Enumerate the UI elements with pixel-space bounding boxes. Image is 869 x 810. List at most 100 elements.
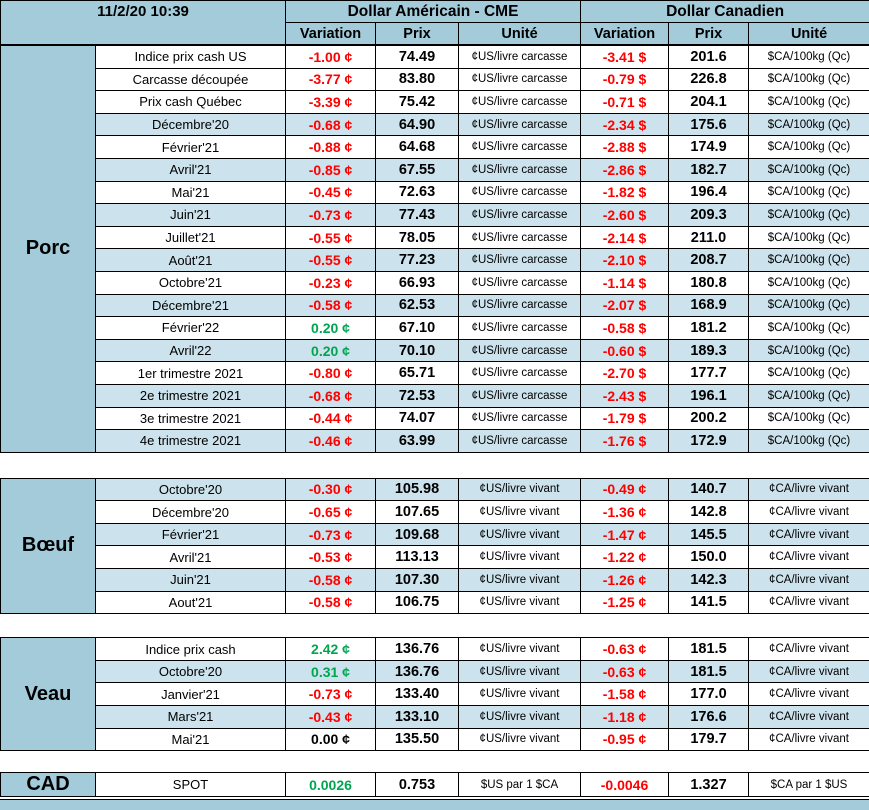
ca-variation-cell: -1.36 ¢ bbox=[580, 500, 669, 524]
table-row: Avril'22 0.20 ¢ 70.10 ¢US/livre carcasse -0.… bbox=[1, 338, 869, 363]
ca-variation-cell: -1.79 $ bbox=[580, 406, 669, 431]
ca-price-cell: 140.7 bbox=[668, 477, 749, 502]
us-variation-cell: -0.73 ¢ bbox=[285, 203, 376, 227]
us-price-cell: 62.53 bbox=[375, 293, 459, 318]
us-variation-cell: 0.20 ¢ bbox=[285, 316, 376, 340]
us-variation-cell: -0.68 ¢ bbox=[285, 112, 376, 137]
ca-variation-cell: -0.63 ¢ bbox=[580, 637, 669, 661]
row-label: Octobre'21 bbox=[95, 270, 286, 295]
us-price-cell: 75.42 bbox=[375, 90, 459, 114]
us-price-cell: 72.53 bbox=[375, 383, 459, 408]
ca-variation-cell: -0.63 ¢ bbox=[580, 659, 669, 684]
row-label: Octobre'20 bbox=[95, 477, 286, 502]
ca-price-cell: 201.6 bbox=[668, 45, 749, 69]
ca-variation-cell: -3.41 $ bbox=[580, 45, 669, 69]
us-variation-cell: -0.43 ¢ bbox=[285, 705, 376, 729]
row-label: Mai'21 bbox=[95, 727, 286, 752]
ca-variation-cell: -2.86 $ bbox=[580, 157, 669, 182]
ca-variation-cell: -1.18 ¢ bbox=[580, 705, 669, 729]
ca-unit-cell: $CA/100kg (Qc) bbox=[748, 157, 869, 182]
table-row: Août'21 -0.55 ¢ 77.23 ¢US/livre carcasse -2.… bbox=[1, 248, 869, 272]
table-row: Février'21 -0.88 ¢ 64.68 ¢US/livre carcasse… bbox=[1, 135, 869, 159]
us-variation-cell: -0.55 ¢ bbox=[285, 248, 376, 272]
us-variation-cell: -0.73 ¢ bbox=[285, 522, 376, 547]
ca-unit-cell: $CA/100kg (Qc) bbox=[748, 270, 869, 295]
row-label: Décembre'20 bbox=[95, 500, 286, 524]
us-price-cell: 78.05 bbox=[375, 225, 459, 250]
table-row: 4e trimestre 2021 -0.46 ¢ 63.99 ¢US/livre c… bbox=[1, 429, 869, 453]
row-label: Avril'22 bbox=[95, 338, 286, 363]
us-price-cell: 133.10 bbox=[375, 705, 459, 729]
ca-unit-cell: $CA/100kg (Qc) bbox=[748, 406, 869, 431]
row-label: Indice prix cash US bbox=[95, 45, 286, 69]
us-price-cell: 113.13 bbox=[375, 545, 459, 570]
us-price-cell: 136.76 bbox=[375, 637, 459, 661]
ca-price-cell: 196.4 bbox=[668, 180, 749, 205]
table-row: Décembre'21 -0.58 ¢ 62.53 ¢US/livre carcass… bbox=[1, 293, 869, 318]
section-table-veau: Veau Indice prix cash 2.42 ¢ 136.76 ¢US/livr… bbox=[0, 637, 869, 752]
ca-price-cell: 142.8 bbox=[668, 500, 749, 524]
row-label: Prix cash Québec bbox=[95, 90, 286, 114]
us-variation-cell: 0.31 ¢ bbox=[285, 659, 376, 684]
ca-unit-cell: $CA/100kg (Qc) bbox=[748, 248, 869, 272]
ca-price-cell: 204.1 bbox=[668, 90, 749, 114]
ca-price-cell: 211.0 bbox=[668, 225, 749, 250]
ca-unit-cell: ¢CA/livre vivant bbox=[748, 590, 869, 615]
us-variation-cell: -0.53 ¢ bbox=[285, 545, 376, 570]
us-price-cell: 106.75 bbox=[375, 590, 459, 615]
us-price-cell: 66.93 bbox=[375, 270, 459, 295]
us-unit-cell: ¢US/livre carcasse bbox=[458, 45, 581, 69]
row-label: Mars'21 bbox=[95, 705, 286, 729]
us-unit-cell: ¢US/livre vivant bbox=[458, 545, 581, 570]
row-label: Aout'21 bbox=[95, 590, 286, 615]
bottom-strip bbox=[0, 799, 869, 810]
header-row-titles: 11/2/20 10:39 Dollar Américain - CME Dol… bbox=[0, 0, 869, 45]
table-row: Octobre'21 -0.23 ¢ 66.93 ¢US/livre carcasse… bbox=[1, 270, 869, 295]
ca-price-cell: 141.5 bbox=[668, 590, 749, 615]
ca-unit-cell: $CA/100kg (Qc) bbox=[748, 203, 869, 227]
us-variation-cell: -0.58 ¢ bbox=[285, 568, 376, 592]
ca-price-cell: 179.7 bbox=[668, 727, 749, 752]
us-variation-cell: 0.0026 bbox=[285, 772, 376, 798]
us-unit-cell: ¢US/livre carcasse bbox=[458, 67, 581, 92]
us-variation-cell: -0.45 ¢ bbox=[285, 180, 376, 205]
us-unit-cell: ¢US/livre carcasse bbox=[458, 248, 581, 272]
us-unit-cell: ¢US/livre carcasse bbox=[458, 429, 581, 453]
ca-unit-cell: ¢CA/livre vivant bbox=[748, 477, 869, 502]
ca-price-cell: 181.2 bbox=[668, 316, 749, 340]
ca-variation-cell: -1.25 ¢ bbox=[580, 590, 669, 615]
ca-unit-cell: $CA par 1 $US bbox=[748, 772, 869, 798]
us-price-cell: 136.76 bbox=[375, 659, 459, 684]
ca-price-cell: 189.3 bbox=[668, 338, 749, 363]
us-variation-cell: -0.88 ¢ bbox=[285, 135, 376, 159]
ca-price-cell: 150.0 bbox=[668, 545, 749, 570]
ca-unit-cell: $CA/100kg (Qc) bbox=[748, 112, 869, 137]
ca-unit-cell: ¢CA/livre vivant bbox=[748, 500, 869, 524]
ca-variation-cell: -1.14 $ bbox=[580, 270, 669, 295]
us-variation-cell: -0.23 ¢ bbox=[285, 270, 376, 295]
us-unit-cell: ¢US/livre carcasse bbox=[458, 112, 581, 137]
table-row: 3e trimestre 2021 -0.44 ¢ 74.07 ¢US/livre c… bbox=[1, 406, 869, 431]
table-row: Mai'21 0.00 ¢ 135.50 ¢US/livre vivant -0.95 … bbox=[1, 727, 869, 752]
table-row: Aout'21 -0.58 ¢ 106.75 ¢US/livre vivant -1.2… bbox=[1, 590, 869, 615]
us-price-cell: 107.65 bbox=[375, 500, 459, 524]
ca-variation-cell: -2.70 $ bbox=[580, 361, 669, 385]
ca-unit-cell: ¢CA/livre vivant bbox=[748, 545, 869, 570]
us-price-cell: 63.99 bbox=[375, 429, 459, 453]
us-variation-cell: -0.58 ¢ bbox=[285, 590, 376, 615]
table-row: Mai'21 -0.45 ¢ 72.63 ¢US/livre carcasse -1.8… bbox=[1, 180, 869, 205]
table-row: Veau Indice prix cash 2.42 ¢ 136.76 ¢US/livr… bbox=[0, 637, 869, 752]
us-price-cell: 83.80 bbox=[375, 67, 459, 92]
table-row: Mars'21 -0.43 ¢ 133.10 ¢US/livre vivant -1.1… bbox=[1, 705, 869, 729]
us-price-cell: 77.23 bbox=[375, 248, 459, 272]
row-label: Avril'21 bbox=[95, 545, 286, 570]
row-label: SPOT bbox=[95, 772, 286, 798]
us-price-cell: 67.55 bbox=[375, 157, 459, 182]
ca-price-cell: 142.3 bbox=[668, 568, 749, 592]
us-price-cell: 105.98 bbox=[375, 477, 459, 502]
ca-unit-cell: $CA/100kg (Qc) bbox=[748, 316, 869, 340]
ca-unit-cell: $CA/100kg (Qc) bbox=[748, 361, 869, 385]
row-label: Décembre'21 bbox=[95, 293, 286, 318]
us-dollar-title: Dollar Américain - CME bbox=[285, 0, 582, 23]
ca-price-cell: 175.6 bbox=[668, 112, 749, 137]
